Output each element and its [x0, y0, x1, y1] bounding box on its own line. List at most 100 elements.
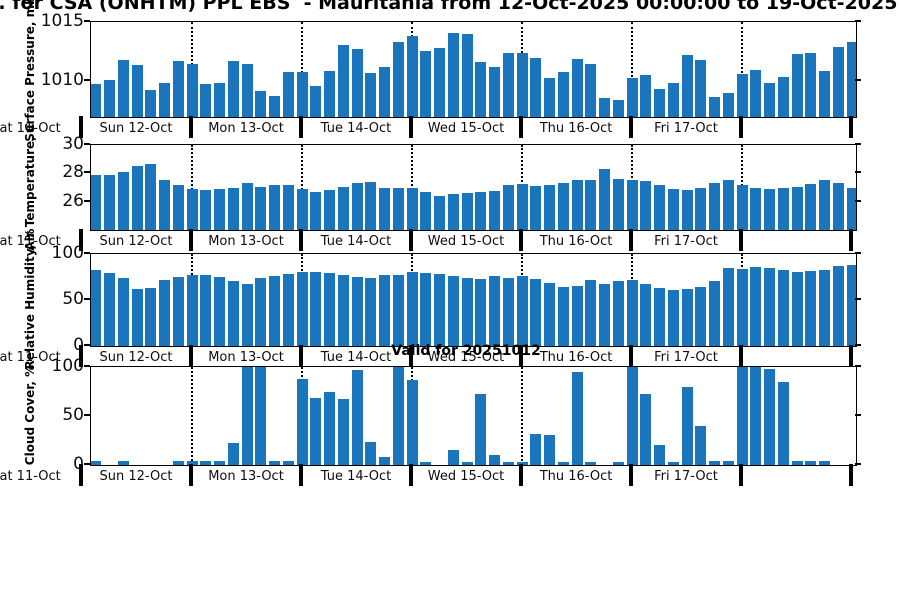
y-tick-label: 50	[62, 289, 84, 309]
bar	[420, 273, 432, 346]
bar	[791, 54, 803, 117]
bar	[255, 90, 267, 117]
bar	[461, 462, 473, 465]
bar	[722, 93, 734, 117]
y-tick-label: 28	[62, 162, 84, 183]
bar	[392, 275, 404, 346]
bar	[544, 282, 555, 346]
bar	[269, 95, 280, 117]
bar	[365, 277, 377, 346]
bar	[91, 174, 102, 230]
bar	[186, 188, 198, 230]
bar	[667, 462, 679, 465]
bar	[736, 367, 748, 465]
bar	[365, 181, 377, 230]
bar	[392, 42, 404, 117]
bar	[379, 67, 390, 117]
x-day-tick	[849, 345, 853, 367]
x-day-label: Tue 14-Oct	[320, 350, 392, 365]
bar	[186, 275, 198, 346]
x-day-tick	[519, 229, 523, 251]
x-day-tick	[739, 345, 743, 367]
bar	[695, 425, 707, 465]
bar	[585, 462, 597, 465]
bar	[695, 287, 707, 346]
bar	[269, 276, 280, 346]
bar	[819, 70, 830, 117]
y-tick-mark	[855, 143, 861, 145]
bar	[91, 83, 102, 117]
bar	[420, 191, 432, 230]
x-day-tick	[519, 345, 523, 367]
bar	[791, 186, 803, 230]
x-day-tick	[739, 229, 743, 251]
bar	[159, 82, 170, 117]
y-tick-mark	[855, 298, 861, 300]
air-temperature-c-plot-box	[90, 144, 857, 231]
x-day-label: Fri 17-Oct	[654, 469, 718, 484]
day-gridline	[191, 145, 193, 230]
day-gridline	[191, 367, 193, 465]
surface-pressure-mb-plot-box	[90, 21, 857, 118]
x-day-tick	[79, 464, 83, 486]
bar	[612, 179, 624, 230]
bar	[296, 271, 308, 346]
bar	[91, 269, 102, 346]
bar	[310, 398, 322, 465]
x-day-tick	[409, 229, 413, 251]
bar	[337, 186, 349, 230]
bar	[764, 82, 775, 117]
bar	[612, 100, 624, 117]
bar	[489, 67, 500, 117]
bar	[117, 60, 129, 117]
bar	[709, 182, 720, 230]
y-tick-label: 0	[0, 454, 84, 474]
x-day-label: Sat 11-Oct	[0, 469, 61, 484]
bar	[241, 367, 253, 465]
bar	[117, 461, 129, 465]
bar	[681, 289, 693, 346]
bar	[805, 461, 817, 465]
bar	[695, 187, 707, 230]
x-day-tick	[629, 116, 633, 138]
bar	[544, 185, 555, 230]
day-gridline	[741, 22, 743, 117]
bar	[736, 268, 748, 346]
x-day-tick	[189, 229, 193, 251]
bar	[200, 461, 212, 465]
y-tick-mark	[855, 344, 861, 346]
x-day-label: Fri 17-Oct	[654, 350, 718, 365]
bar	[241, 284, 253, 346]
bar	[475, 393, 487, 465]
bar	[599, 169, 610, 230]
bar	[489, 455, 500, 465]
x-day-label: Mon 13-Oct	[208, 121, 284, 136]
bar	[461, 277, 473, 346]
bar	[227, 443, 239, 465]
y-tick-label: 1010	[40, 70, 84, 91]
bar	[626, 180, 638, 230]
bar	[819, 461, 830, 465]
bar	[832, 46, 844, 117]
bar	[764, 369, 775, 465]
bar	[104, 174, 115, 230]
bar	[296, 378, 308, 465]
y-tick-mark	[84, 344, 90, 346]
bar	[819, 179, 830, 230]
bar	[159, 279, 170, 346]
bar	[255, 186, 267, 230]
bar	[310, 191, 322, 230]
bar	[805, 52, 817, 117]
bar	[654, 288, 665, 346]
bar	[557, 183, 569, 230]
bar	[626, 77, 638, 117]
bar	[585, 179, 597, 230]
bar	[777, 269, 789, 346]
bar	[324, 391, 335, 465]
bar	[612, 280, 624, 346]
bar	[571, 180, 583, 230]
x-day-tick	[629, 464, 633, 486]
bar	[489, 191, 500, 230]
x-day-tick	[849, 229, 853, 251]
y-tick-mark	[855, 414, 861, 416]
